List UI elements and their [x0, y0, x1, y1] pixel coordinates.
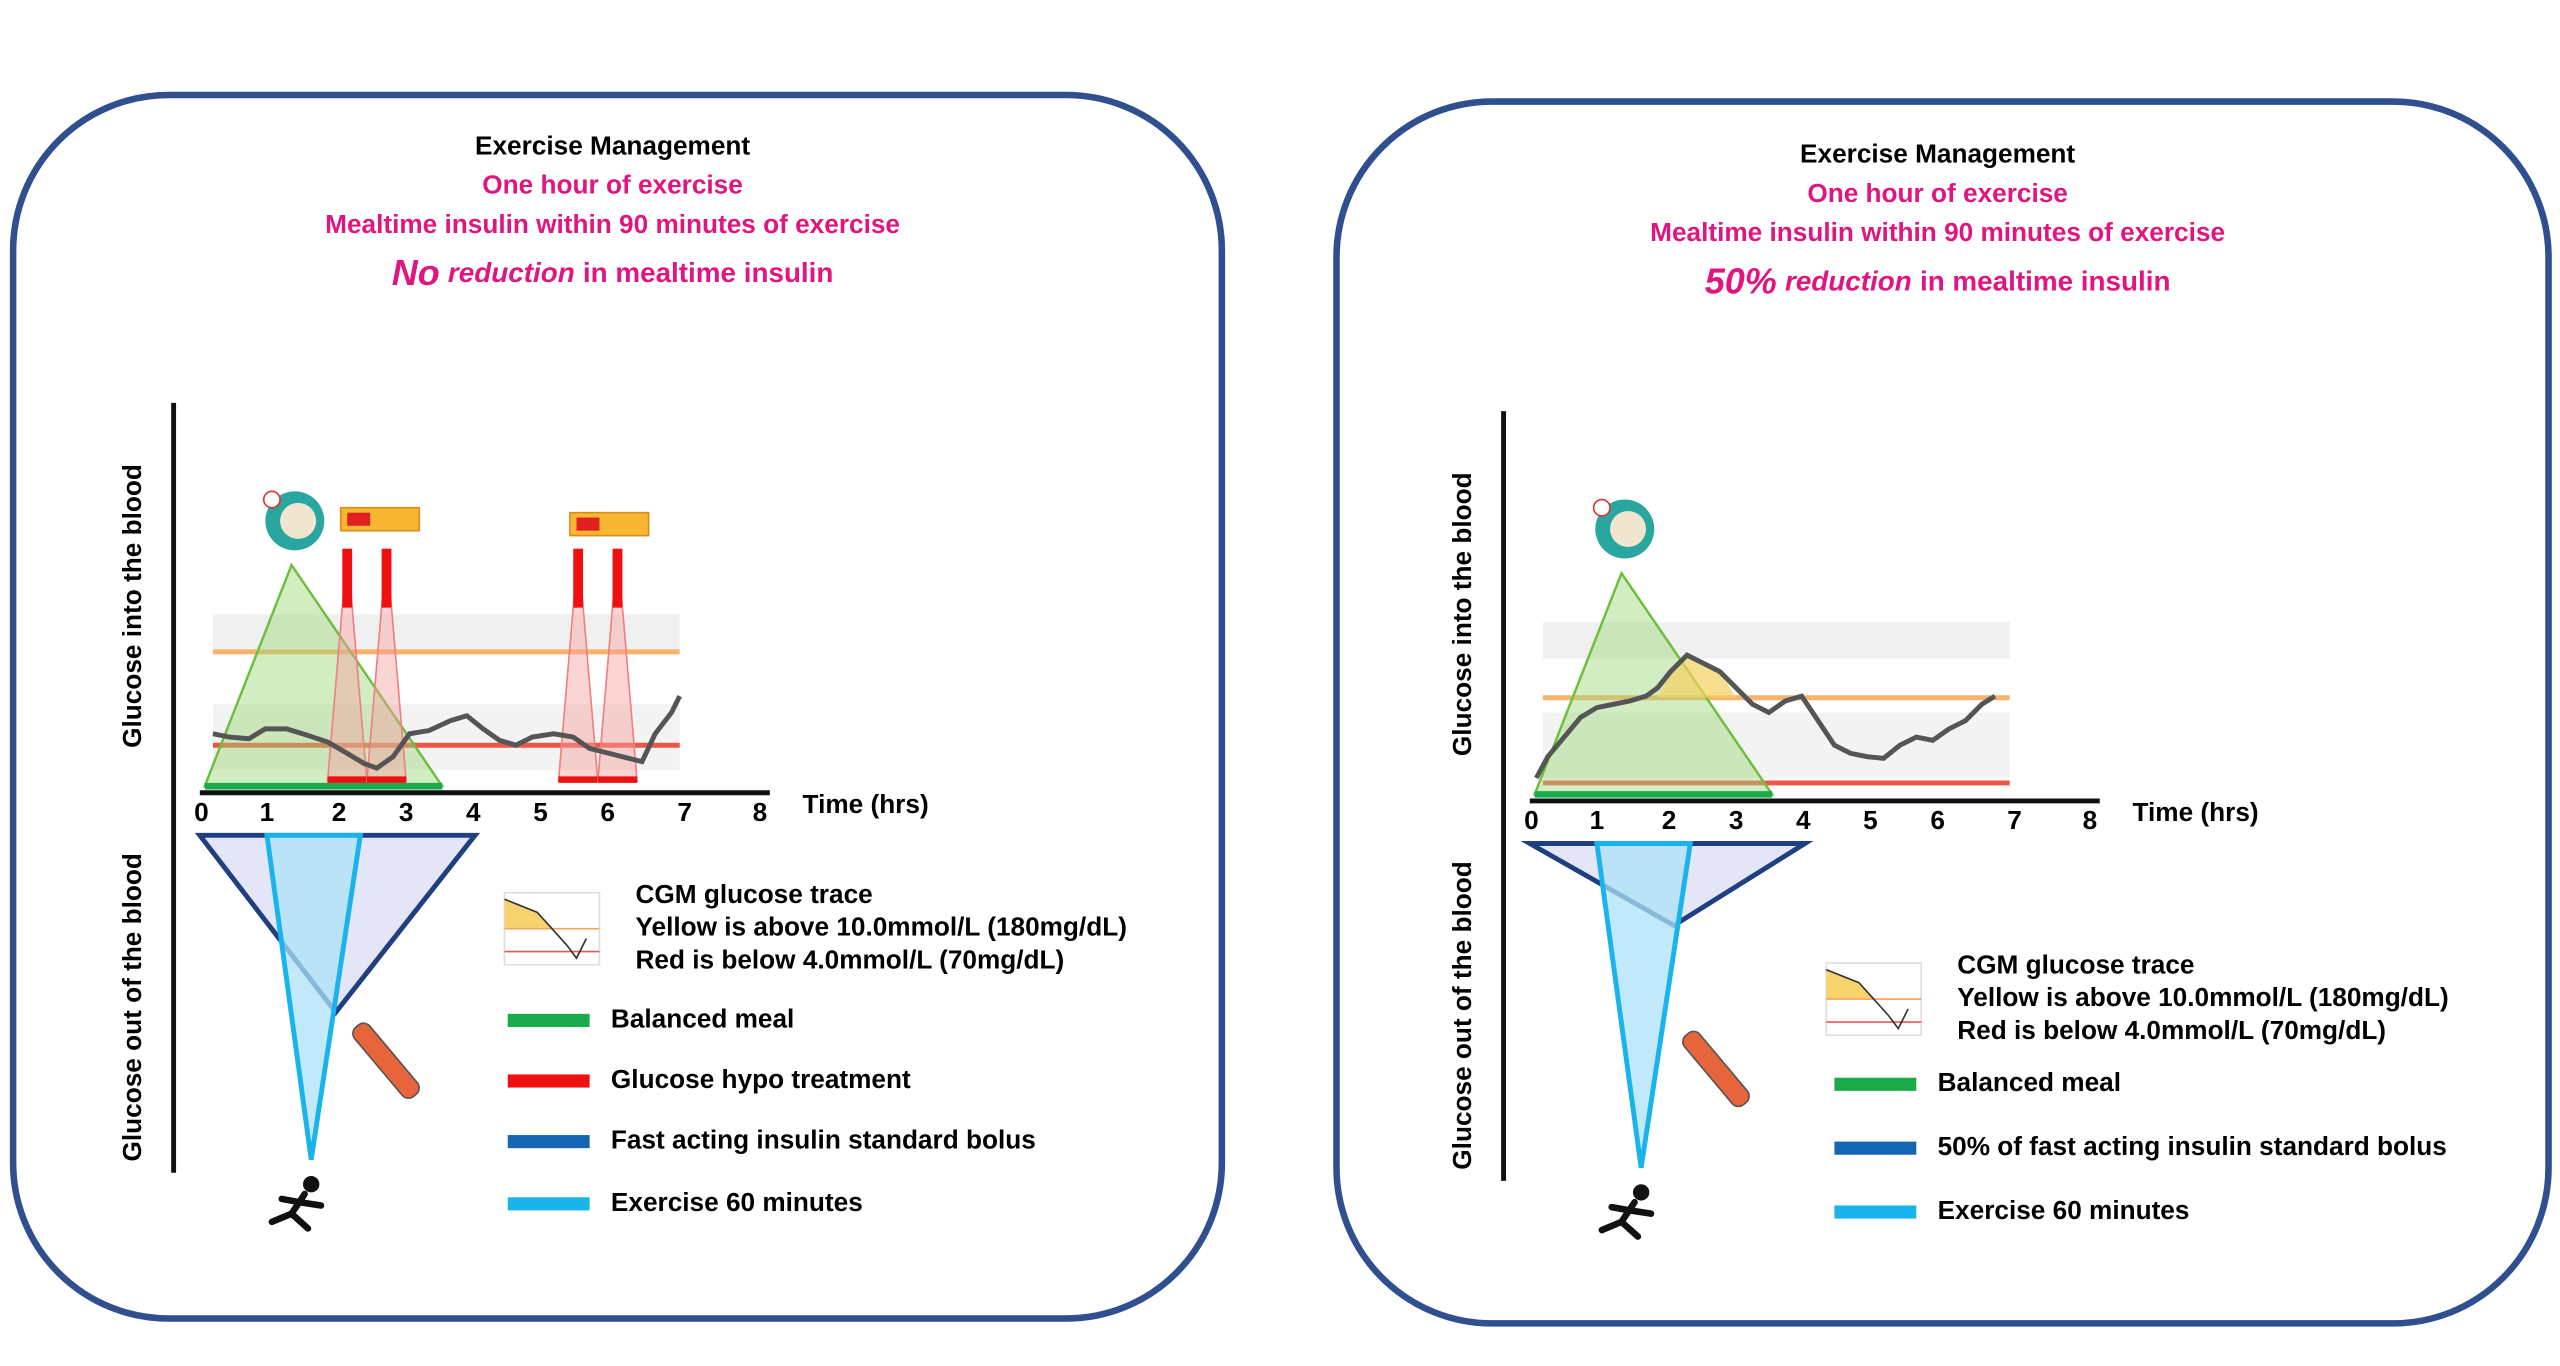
x-label: Time (hrs) — [803, 789, 929, 819]
runner-icon — [268, 1190, 325, 1232]
x-tick-label: 3 — [399, 797, 414, 827]
pen-icon — [1682, 1030, 1750, 1108]
legend-label: Glucose hypo treatment — [611, 1064, 911, 1094]
pen-icon — [352, 1022, 420, 1100]
x-tick-label: 0 — [194, 797, 209, 827]
x-tick-label: 4 — [466, 797, 481, 827]
meal-icon — [1592, 498, 1611, 517]
hypo-tip — [573, 548, 584, 608]
hypo-tip — [612, 548, 623, 608]
dextrose-icon — [347, 512, 371, 526]
panel-border — [1333, 98, 2552, 1327]
legend-label: 50% of fast acting insulin standard bolu… — [1938, 1131, 2447, 1161]
legend-swatch — [507, 1135, 590, 1149]
x-tick-label: 2 — [1662, 805, 1677, 835]
range-band — [1542, 622, 2010, 659]
x-tick-label: 1 — [260, 797, 275, 827]
x-tick-label: 2 — [332, 797, 347, 827]
meal-icon — [280, 502, 317, 539]
legend-label: Exercise 60 minutes — [611, 1187, 863, 1217]
x-tick-label: 5 — [1863, 805, 1878, 835]
legend-label: Fast acting insulin standard bolus — [611, 1125, 1036, 1155]
cgm-trace — [212, 695, 682, 771]
panel-title: Exercise Management — [475, 130, 750, 160]
y-label: Glucose into the blood — [1447, 472, 1477, 756]
cgm-title: CGM glucose trace — [635, 879, 872, 909]
runner-icon — [303, 1176, 320, 1193]
reduction-line: No reduction in mealtime insulin — [392, 252, 834, 293]
legend-label: Balanced meal — [611, 1003, 794, 1033]
legend-swatch — [507, 1074, 590, 1088]
y-label: Glucose into the blood — [117, 464, 147, 748]
reduction-word: reduction — [1785, 266, 1912, 297]
cgm-title: CGM glucose trace — [1957, 949, 2194, 979]
runner-icon — [1632, 1184, 1650, 1201]
x-tick-label: 0 — [1524, 805, 1539, 835]
x-tick-label: 4 — [1796, 805, 1811, 835]
x-label: Time (hrs) — [2133, 797, 2259, 827]
y-label: Glucose out of the blood — [117, 853, 147, 1161]
cgm-mini-trace — [1825, 968, 1909, 1031]
legend-swatch — [1834, 1141, 1917, 1155]
cgm-red: Red is below 4.0mmol/L (70mg/dL) — [1957, 1015, 2386, 1045]
hypo-tip — [342, 548, 353, 608]
legend-swatch — [507, 1013, 590, 1027]
meal-icon — [262, 490, 281, 509]
subtitle: One hour of exercise — [1807, 178, 2068, 208]
reduction-word: reduction — [448, 258, 575, 289]
x-tick-label: 7 — [2007, 805, 2022, 835]
cgm-mini-high — [1826, 969, 1876, 1000]
x-tick-label: 7 — [677, 797, 692, 827]
legend-swatch — [1834, 1205, 1917, 1219]
reduction-rest: in mealtime insulin — [1920, 266, 2171, 297]
x-tick-label: 3 — [1729, 805, 1744, 835]
range-band — [1542, 712, 2010, 778]
panel: Exercise Management One hour of exercise M… — [1333, 98, 2552, 1327]
exercise-funnel — [1594, 841, 1694, 1169]
hypo-tip — [381, 548, 392, 608]
meal-icon — [1610, 511, 1647, 548]
reduction-line: 50% reduction in mealtime insulin — [1705, 260, 2171, 301]
subtitle: One hour of exercise — [482, 170, 743, 200]
runner-icon — [1598, 1198, 1655, 1240]
panel: Exercise Management One hour of exercise M… — [9, 91, 1226, 1322]
range-band — [212, 614, 680, 651]
cgm-trace — [1534, 652, 1997, 780]
x-tick-label: 1 — [1590, 805, 1605, 835]
y-label: Glucose out of the blood — [1447, 861, 1477, 1169]
legend-swatch — [1834, 1077, 1917, 1091]
reduction-amount: 50% — [1705, 260, 1777, 301]
cgm-mini-trace — [504, 898, 588, 960]
panel-title: Exercise Management — [1800, 139, 2075, 169]
reduction-rest: in mealtime insulin — [583, 258, 834, 289]
cgm-mini-high — [504, 899, 554, 929]
x-tick-label: 6 — [600, 797, 615, 827]
meal-curve — [202, 562, 445, 788]
subtitle: Mealtime insulin within 90 minutes of ex… — [325, 209, 900, 239]
cgm-yellow: Yellow is above 10.0mmol/L (180mg/dL) — [1957, 982, 2448, 1012]
x-tick-label: 6 — [1930, 805, 1945, 835]
x-tick-label: 5 — [533, 797, 548, 827]
x-tick-label: 8 — [2083, 805, 2098, 835]
meal-curve — [1532, 570, 1775, 796]
x-tick-label: 8 — [753, 797, 768, 827]
panel-border — [9, 91, 1226, 1322]
cgm-red: Red is below 4.0mmol/L (70mg/dL) — [635, 944, 1064, 974]
legend-swatch — [507, 1197, 590, 1211]
reduction-amount: No — [392, 252, 440, 293]
exercise-funnel — [264, 832, 364, 1160]
subtitle: Mealtime insulin within 90 minutes of ex… — [1650, 217, 2225, 247]
legend-label: Balanced meal — [1938, 1067, 2121, 1097]
legend-label: Exercise 60 minutes — [1938, 1195, 2190, 1225]
dextrose-icon — [576, 517, 600, 531]
cgm-yellow: Yellow is above 10.0mmol/L (180mg/dL) — [635, 912, 1126, 942]
